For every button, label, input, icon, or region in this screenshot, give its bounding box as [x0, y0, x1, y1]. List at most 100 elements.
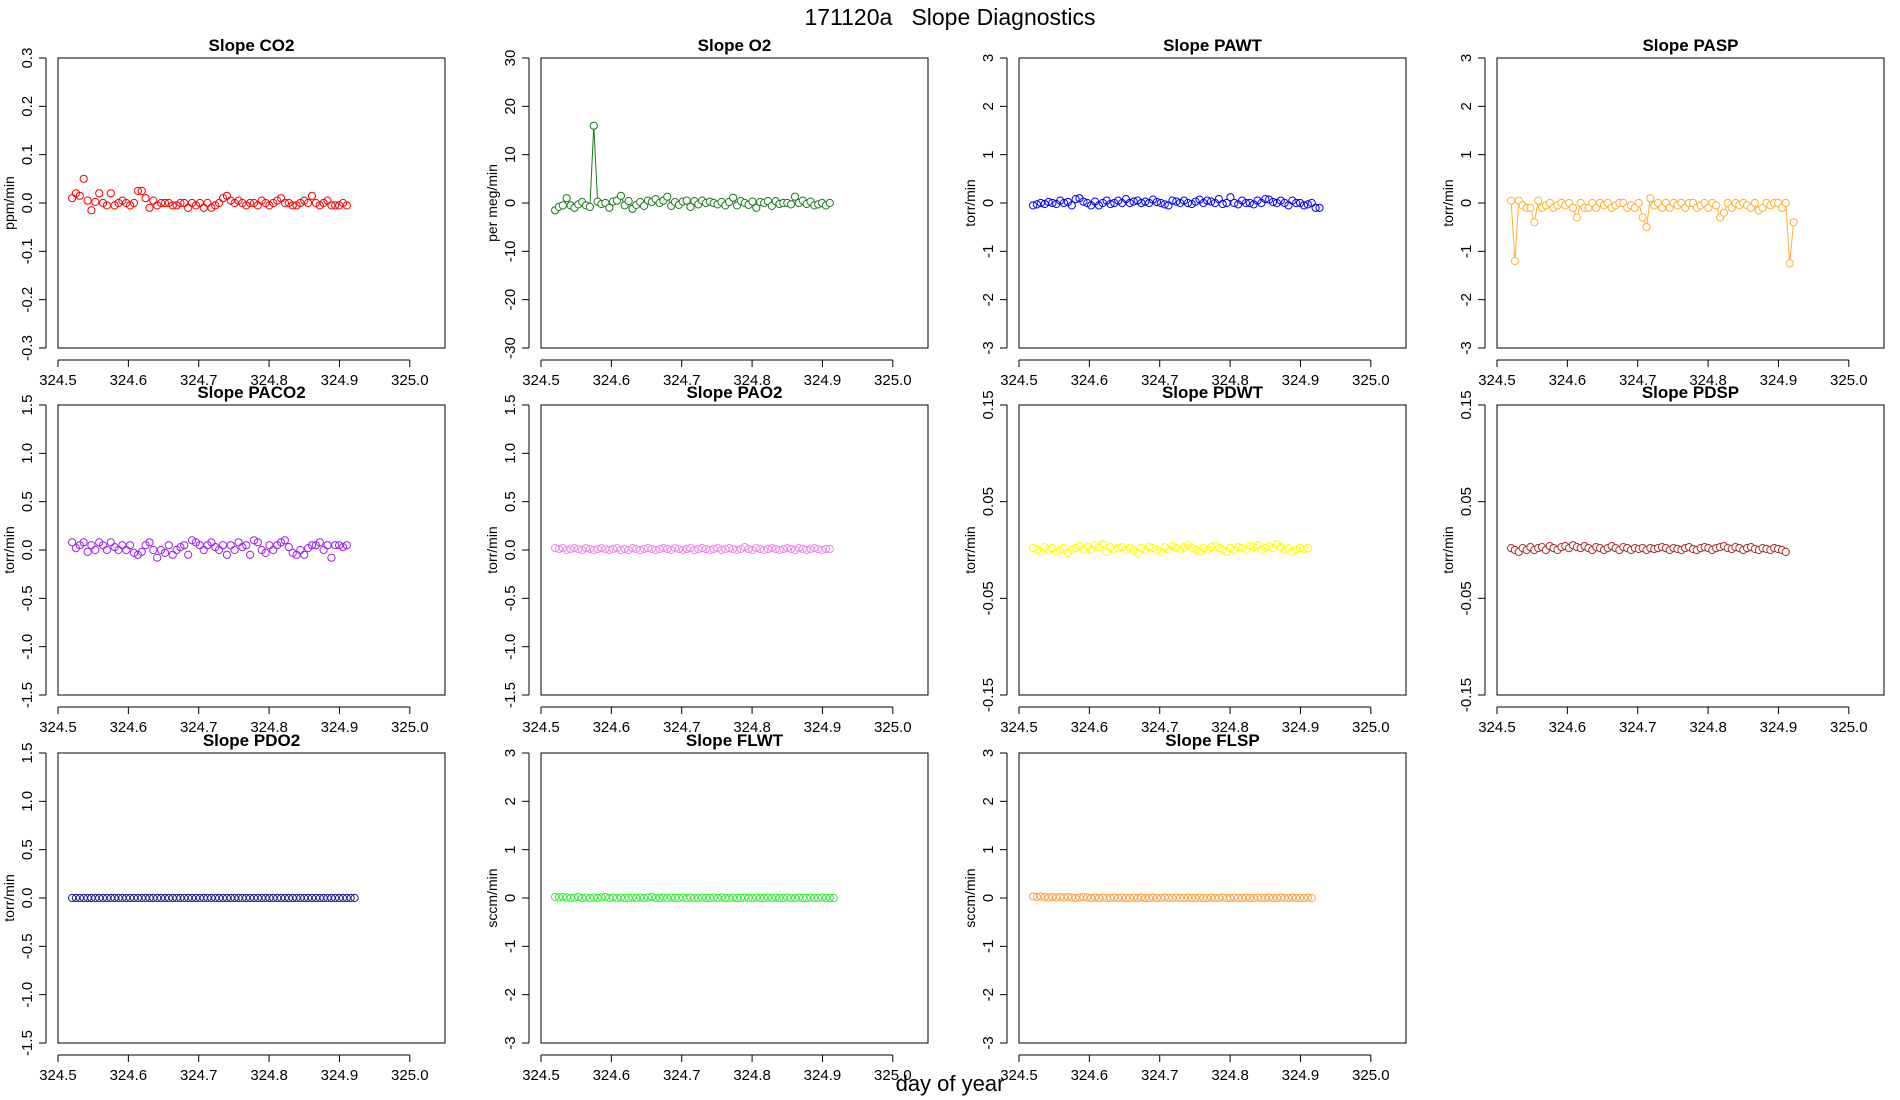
data-point	[327, 201, 336, 210]
y-tick-label: -1.0	[19, 982, 36, 1008]
y-tick-label: -1	[502, 940, 519, 953]
data-point	[145, 538, 154, 547]
data-point	[1307, 893, 1316, 903]
y-tick-label: -2	[980, 293, 997, 306]
data-point	[690, 545, 699, 555]
data-point	[1646, 194, 1655, 203]
data-point	[1098, 540, 1107, 549]
data-point	[771, 893, 780, 902]
data-point	[307, 893, 317, 903]
data-point	[137, 893, 146, 903]
data-point	[118, 541, 127, 550]
data-point	[581, 544, 591, 553]
x-tick-label: 325.0	[874, 719, 912, 736]
data-point	[581, 893, 591, 902]
data-point	[794, 544, 804, 553]
data-point	[802, 545, 811, 555]
data-point	[1048, 892, 1057, 902]
data-point	[667, 545, 676, 555]
data-point	[609, 893, 618, 902]
data-point	[1249, 893, 1258, 903]
data-point	[222, 550, 231, 559]
data-point	[95, 189, 104, 198]
data-point	[752, 203, 761, 212]
data-point	[149, 545, 158, 555]
data-point	[1292, 545, 1301, 555]
data-point	[729, 893, 738, 902]
data-point	[184, 550, 193, 559]
data-point	[292, 893, 301, 903]
data-point	[265, 541, 274, 550]
data-point	[597, 544, 606, 553]
data-point	[203, 198, 212, 208]
data-point	[1079, 892, 1088, 902]
data-point	[566, 893, 575, 903]
plot-frame	[540, 57, 929, 349]
data-point	[1507, 196, 1516, 205]
data-point	[261, 548, 270, 558]
y-axis-label: per meg/min	[484, 164, 500, 242]
data-point	[698, 544, 707, 553]
data-point	[137, 186, 146, 195]
data-point	[164, 541, 173, 550]
data-point	[725, 544, 734, 553]
data-point	[558, 544, 567, 553]
panel: Slope PACO2 324.5 324.6 324.7 324.8 324.9 325.…	[1, 383, 446, 736]
data-point	[1114, 893, 1123, 903]
data-point	[79, 538, 88, 547]
plot-frame	[57, 752, 446, 1044]
data-point	[1750, 198, 1760, 208]
data-point	[636, 893, 645, 902]
data-point	[242, 893, 251, 903]
data-point	[674, 544, 684, 554]
data-point	[744, 544, 753, 554]
x-tick-label: 324.5	[1478, 372, 1516, 389]
data-point	[284, 543, 293, 552]
panel: Slope FLSP 324.5 324.6 324.7 324.8 324.9 325.0…	[962, 731, 1407, 1084]
data-point	[79, 893, 88, 903]
data-point	[71, 893, 81, 903]
data-point	[1222, 893, 1231, 903]
y-tick-label: -30	[502, 337, 519, 359]
data-point	[246, 550, 255, 559]
data-point	[802, 893, 811, 903]
data-point	[172, 893, 181, 903]
x-tick-label: 324.8	[250, 1067, 288, 1084]
y-tick-label: 3	[502, 749, 519, 757]
data-point	[790, 192, 800, 201]
data-point	[87, 541, 96, 550]
data-point	[160, 548, 170, 558]
data-point	[756, 893, 765, 903]
data-point	[570, 893, 579, 902]
data-point	[191, 893, 200, 903]
data-point	[1218, 199, 1227, 209]
data-point	[732, 545, 742, 555]
data-point	[678, 545, 687, 555]
data-point	[647, 892, 656, 902]
data-point	[1530, 218, 1539, 227]
y-tick-label: 0.5	[502, 491, 519, 512]
data-point	[1168, 542, 1177, 551]
x-tick-label: 325.0	[391, 1067, 429, 1084]
data-point	[98, 893, 108, 903]
y-axis-label: torr/min	[1440, 179, 1456, 226]
data-point	[1276, 893, 1285, 902]
data-point	[323, 893, 332, 903]
data-point	[1032, 200, 1042, 209]
data-point	[589, 545, 598, 555]
data-point	[184, 893, 193, 903]
data-point	[141, 194, 150, 203]
data-point	[767, 544, 776, 553]
x-tick-label: 324.9	[1760, 719, 1798, 736]
data-point	[1288, 547, 1297, 557]
data-point	[1315, 203, 1324, 212]
y-tick-label: 1	[980, 845, 997, 853]
data-point	[1230, 198, 1239, 208]
data-point	[1152, 197, 1162, 207]
data-point	[736, 544, 745, 554]
x-tick-label: 325.0	[1352, 1067, 1390, 1084]
y-tick-label: 0	[1458, 199, 1475, 207]
x-tick-label: 325.0	[1830, 372, 1868, 389]
data-point	[331, 541, 340, 550]
x-tick-label: 324.5	[1000, 372, 1038, 389]
